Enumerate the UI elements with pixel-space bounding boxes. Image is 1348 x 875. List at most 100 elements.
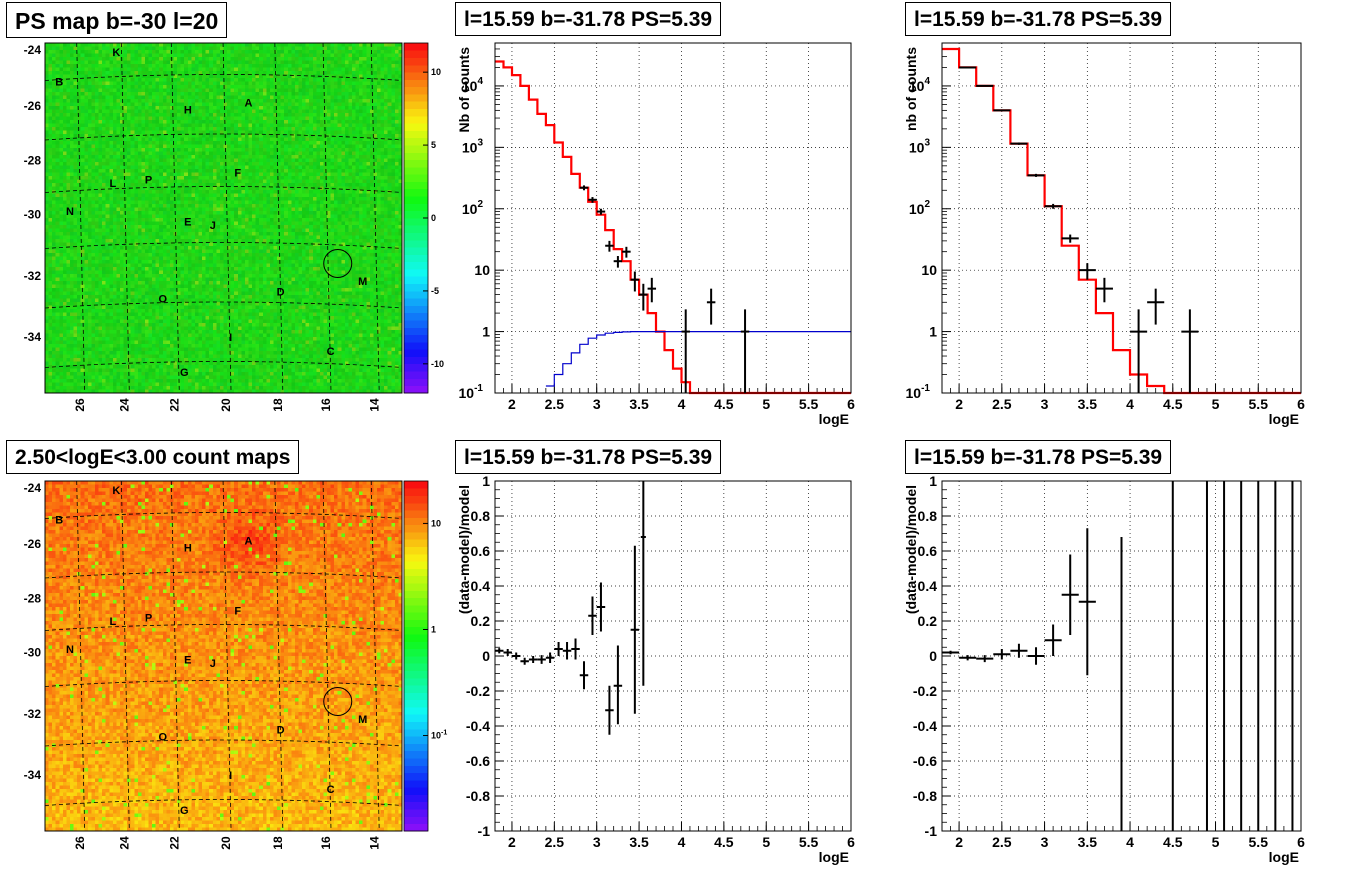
map-y-tick-label: -34 xyxy=(24,330,42,344)
x-tick-label: 6 xyxy=(1297,396,1305,412)
chart-title-spectrum: l=15.59 b=-31.78 PS=5.39 xyxy=(455,2,722,36)
map-title-ps: PS map b=-30 l=20 xyxy=(6,2,228,38)
graticule-longitude xyxy=(322,42,332,394)
map-x-tick-label: 26 xyxy=(73,398,87,412)
graticule-longitude xyxy=(170,42,180,394)
map-x-tick-label: 24 xyxy=(117,836,131,850)
y-tick-label: 102 xyxy=(462,199,484,217)
y-tick-label: 0.4 xyxy=(918,578,938,594)
data-point xyxy=(495,648,504,654)
data-point xyxy=(959,655,977,661)
graticule-longitude xyxy=(120,42,130,394)
y-tick-label: 10 xyxy=(474,262,490,278)
data-point xyxy=(588,197,597,203)
x-tick-label: 2.5 xyxy=(545,834,565,850)
graticule-latitude xyxy=(44,680,403,687)
colorbar-tick-label: 10 xyxy=(431,518,441,528)
y-axis-title: Nb of counts xyxy=(456,47,472,133)
map-x-tick-label: 20 xyxy=(219,836,233,850)
data-point xyxy=(1044,624,1062,656)
x-tick-label: 4 xyxy=(1126,834,1134,850)
data-point xyxy=(528,656,538,663)
colorbar-tick-label: 10-1 xyxy=(431,730,447,741)
data-point xyxy=(579,185,589,191)
data-point xyxy=(639,283,648,311)
data-point xyxy=(640,481,646,686)
source-label-j: J xyxy=(210,220,216,232)
data-point xyxy=(1181,309,1199,393)
source-label-k: K xyxy=(112,485,120,497)
x-tick-label: 3 xyxy=(593,834,601,850)
colorbar-tick-label: 10 xyxy=(431,67,441,77)
graticule-longitude xyxy=(222,480,232,832)
source-label-p: P xyxy=(145,613,152,625)
source-label-c: C xyxy=(327,784,335,796)
y-tick-label: 103 xyxy=(909,137,931,155)
x-tick-label: 3 xyxy=(1041,396,1049,412)
y-tick-label: -0.2 xyxy=(913,683,937,699)
data-point xyxy=(520,657,529,665)
colorbar xyxy=(404,43,428,394)
x-tick-label: 6 xyxy=(847,396,855,412)
graticule-latitude xyxy=(44,799,403,806)
map-y-tick-label: -28 xyxy=(24,153,42,167)
y-tick-label: 0 xyxy=(482,648,490,664)
chart-title-spectrum-rebinned: l=15.59 b=-31.78 PS=5.39 xyxy=(905,2,1172,36)
x-tick-label: 5.5 xyxy=(1249,834,1269,850)
map-y-tick-label: -30 xyxy=(24,208,42,222)
graticule-longitude xyxy=(76,480,86,832)
y-axis-title: (data-model)/model xyxy=(456,485,472,614)
background-histogram xyxy=(545,331,851,387)
model-histogram xyxy=(942,47,1301,395)
source-label-g: G xyxy=(180,367,189,379)
graticule-latitude xyxy=(44,242,403,249)
map-x-tick-label: 26 xyxy=(73,836,87,850)
map-x-tick-label: 22 xyxy=(167,398,181,412)
data-point xyxy=(1147,288,1165,325)
data-point xyxy=(993,649,1011,660)
source-label-f: F xyxy=(234,606,241,618)
chart-title-residuals-rebinned: l=15.59 b=-31.78 PS=5.39 xyxy=(905,440,1172,474)
graticule-latitude xyxy=(44,361,403,368)
graticule-latitude xyxy=(44,301,403,309)
graticule-longitude xyxy=(274,480,284,832)
source-label-h: H xyxy=(184,543,192,555)
x-tick-label: 5 xyxy=(762,396,770,412)
source-label-i: I xyxy=(229,770,232,782)
x-tick-label: 2 xyxy=(955,834,963,850)
x-tick-label: 3.5 xyxy=(1078,396,1098,412)
map-y-tick-label: -32 xyxy=(24,269,42,283)
y-tick-label: -0.8 xyxy=(913,788,937,804)
map-pixels xyxy=(45,43,403,394)
spectrum-chart: 2 2.5 3 3.5 4 4.5 5 5.5 610410310210110-1logENb … xyxy=(456,42,855,427)
y-tick-label: 0.2 xyxy=(918,613,938,629)
x-tick-label: 4 xyxy=(678,834,686,850)
data-point xyxy=(681,309,690,393)
map-y-tick-label: -28 xyxy=(24,591,42,605)
data-point xyxy=(1044,203,1062,209)
y-tick-label: -1 xyxy=(478,823,491,839)
data-point xyxy=(976,655,994,663)
count-map: A B C D E F G H I J K L M N O P -24 -26 -28 -30 -32 -34 26 24 22… xyxy=(24,480,447,850)
map-y-tick-label: -26 xyxy=(24,537,42,551)
map-x-tick-label: 20 xyxy=(219,398,233,412)
map-x-tick-label: 14 xyxy=(367,398,381,412)
data-point xyxy=(579,661,589,690)
map-y-tick-label: -32 xyxy=(24,707,42,721)
x-tick-label: 4.5 xyxy=(1163,834,1183,850)
source-label-b: B xyxy=(55,77,63,89)
x-axis-title: logE xyxy=(1269,849,1299,865)
x-tick-label: 2 xyxy=(955,396,963,412)
graticule-latitude xyxy=(44,624,403,631)
source-label-m: M xyxy=(358,714,367,726)
map-x-tick-label: 24 xyxy=(117,398,131,412)
map-x-tick-label: 16 xyxy=(319,398,333,412)
graticule-longitude xyxy=(76,42,86,394)
source-label-a: A xyxy=(245,536,253,548)
colorbar-tick-label: 5 xyxy=(431,140,436,150)
source-label-a: A xyxy=(245,98,253,110)
source-label-b: B xyxy=(55,515,63,527)
spectrum-rebinned-chart: 2 2.5 3 3.5 4 4.5 5 5.5 610410310210110-1logEnb … xyxy=(903,42,1305,427)
y-tick-label: 0.6 xyxy=(918,543,938,559)
data-point xyxy=(554,642,563,656)
